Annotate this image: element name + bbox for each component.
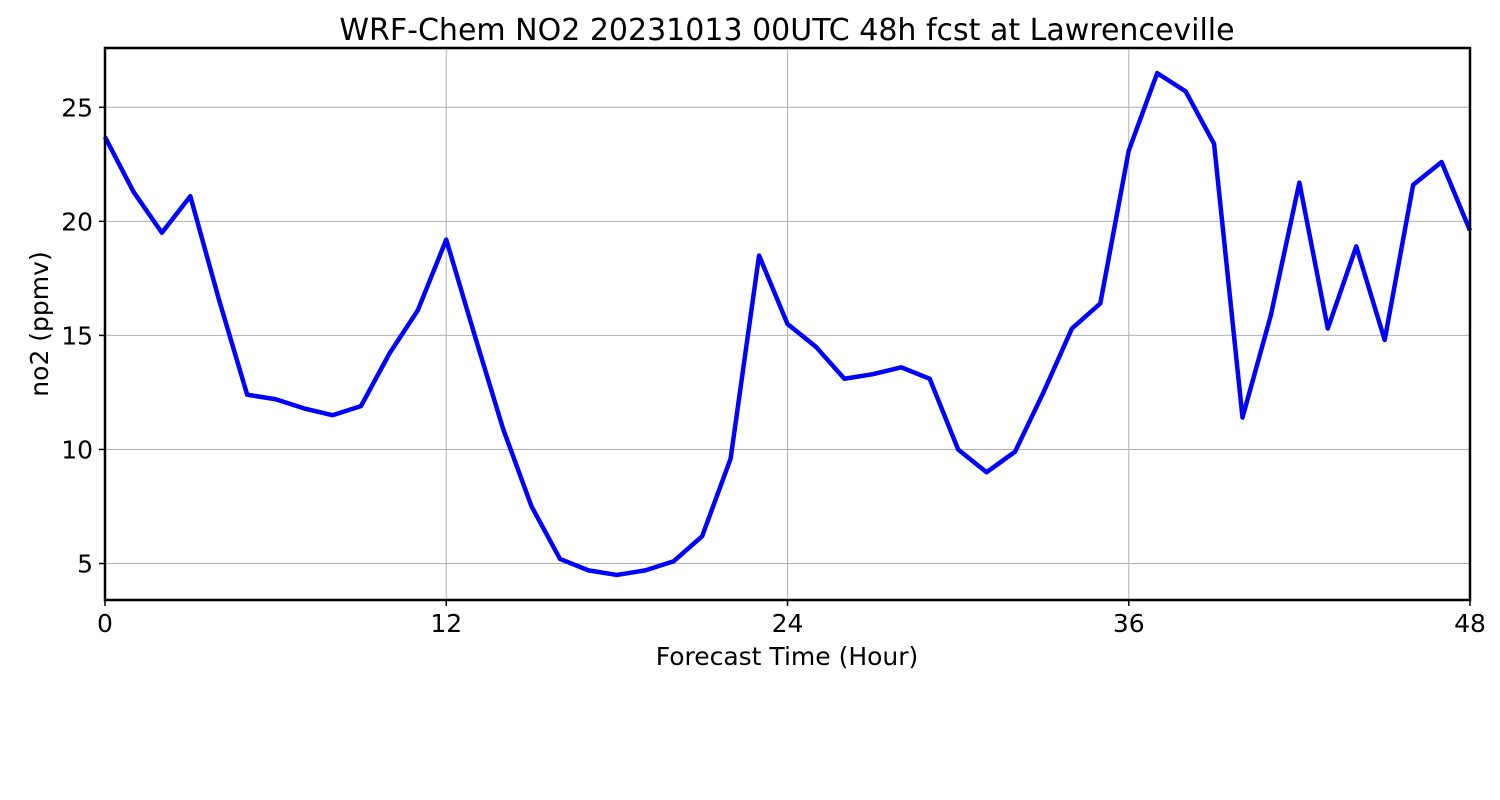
y-tick-label: 5 — [77, 550, 93, 579]
x-tick-label: 48 — [1454, 609, 1486, 638]
series-layer — [103, 70, 1473, 578]
y-tick-label: 10 — [61, 435, 93, 464]
x-tick-label: 24 — [772, 609, 804, 638]
y-axis-label: no2 (ppmv) — [25, 251, 54, 396]
y-tick-label: 20 — [61, 207, 93, 236]
x-axis-label: Forecast Time (Hour) — [656, 642, 919, 671]
x-tick-label: 12 — [430, 609, 462, 638]
grid-layer — [105, 48, 1470, 600]
ticks-layer: 0 12 24 36 48 5 10 15 20 25 — [61, 93, 1486, 638]
x-tick-label: 36 — [1113, 609, 1145, 638]
y-tick-label: 25 — [61, 93, 93, 122]
y-tick-label: 15 — [61, 321, 93, 350]
series-line — [103, 70, 1473, 578]
chart-title: WRF-Chem NO2 20231013 00UTC 48h fcst at … — [339, 13, 1234, 48]
x-tick-label: 0 — [97, 609, 113, 638]
